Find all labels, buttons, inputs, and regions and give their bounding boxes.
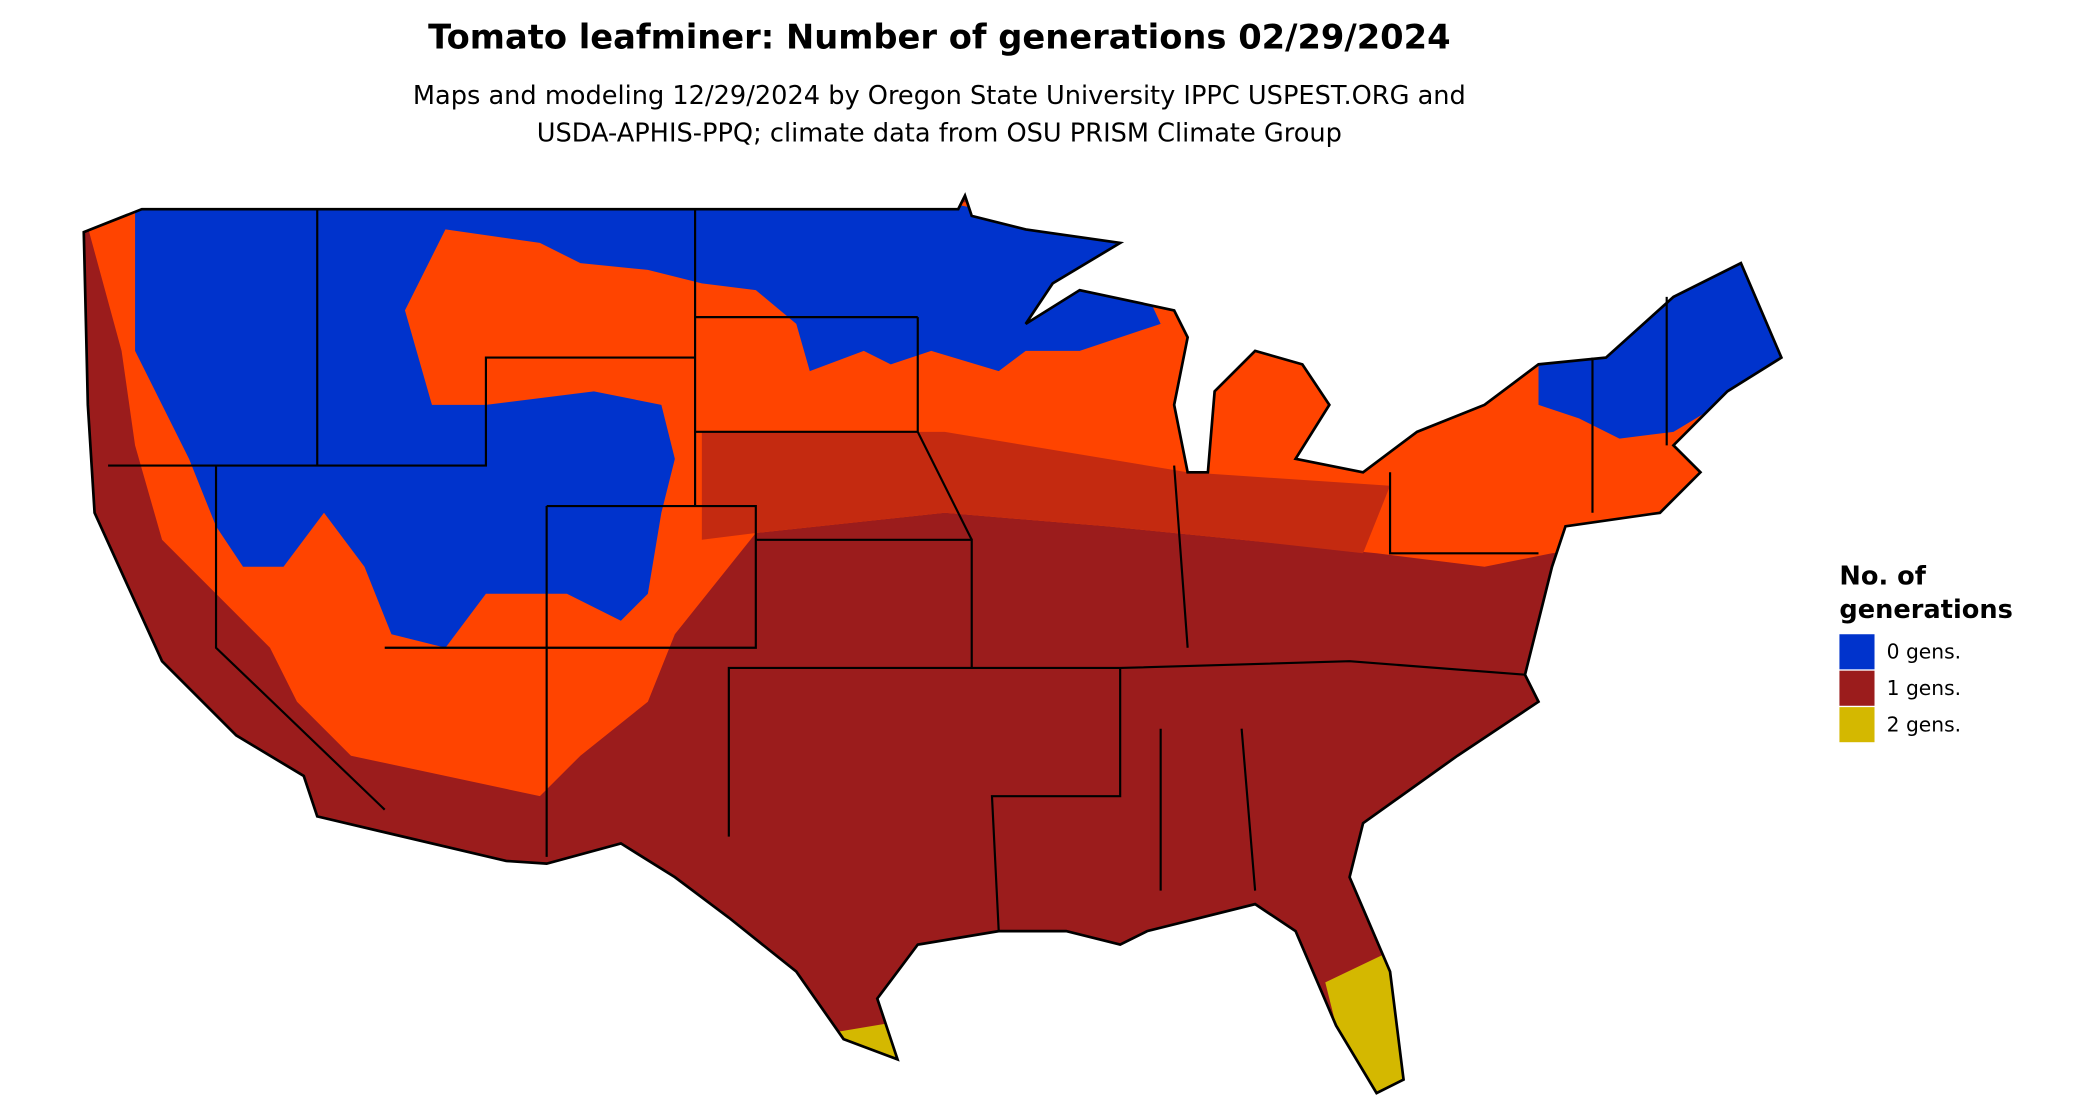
legend: 0 gens. 1 gens. 2 gens. <box>1839 634 1961 743</box>
map-title: Tomato leafminer: Number of generations … <box>428 18 1450 57</box>
state-borders <box>108 209 1668 932</box>
region-2-gen <box>1325 951 1411 1094</box>
legend-swatch <box>1839 634 1875 670</box>
map-subtitle: Maps and modeling 12/29/2024 by Oregon S… <box>413 81 1466 111</box>
map-subtitle: USDA-APHIS-PPQ; climate data from OSU PR… <box>537 119 1342 149</box>
legend-swatch <box>1839 707 1875 743</box>
legend-title: No. of <box>1839 561 1926 591</box>
region-0-gen <box>135 202 1161 648</box>
legend-label: 2 gens. <box>1887 712 1961 736</box>
legend-label: 1 gens. <box>1887 676 1961 700</box>
legend-title: generations <box>1839 595 2012 625</box>
legend-swatch <box>1839 670 1875 706</box>
legend-label: 0 gens. <box>1887 640 1961 664</box>
region-transition <box>701 431 1391 554</box>
